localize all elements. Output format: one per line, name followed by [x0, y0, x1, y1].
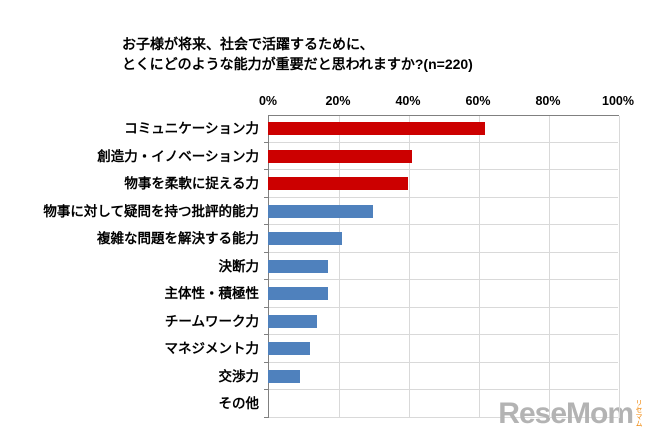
x-axis-tick-label: 20%: [325, 94, 351, 108]
bar-track: [264, 225, 618, 253]
bar-track: [264, 115, 618, 143]
bar: [268, 314, 317, 328]
bar: [268, 204, 373, 218]
bar: [268, 369, 300, 383]
bar: [268, 149, 412, 163]
category-label: 創造力・イノベーション力: [97, 148, 259, 164]
resemom-logo: ReseMom: [498, 397, 634, 430]
chart-row: 物事に対して疑問を持つ批評的能力: [0, 198, 618, 225]
category-label: その他: [218, 396, 260, 411]
bar-track: [264, 170, 618, 198]
bar-track: [264, 335, 618, 363]
category-label: 交渉力: [218, 368, 260, 384]
chart-row: 物事を柔軟に捉える力: [0, 170, 618, 198]
bar: [268, 177, 408, 190]
chart-row: 決断力: [0, 253, 618, 280]
category-label: 主体性・積極性: [164, 286, 260, 301]
bar: [268, 287, 328, 300]
bar: [268, 232, 342, 245]
x-axis-tick-label: 40%: [395, 94, 421, 108]
category-label: チームワーク力: [164, 313, 259, 329]
chart-title-line1: お子様が将来、社会で活躍するために、: [122, 36, 374, 52]
resemom-vertical-text: リセマム: [635, 399, 642, 427]
x-axis: 0% 20% 40% 60% 80% 100%: [259, 94, 634, 110]
chart-row: その他: [0, 390, 618, 418]
chart-row: チームワーク力: [0, 308, 618, 335]
category-label: マネジメント力: [164, 341, 260, 356]
plot-area: コミュニケーション力創造力・イノベーション力物事を柔軟に捉える力物事に対して疑問…: [0, 115, 618, 418]
chart-row: マネジメント力: [0, 335, 618, 363]
bar-track: [264, 308, 618, 335]
bar-track: [264, 390, 618, 418]
category-label: 決断力: [218, 258, 260, 274]
bar-track: [264, 253, 618, 280]
resemom-watermark: ReseMom リセマム: [498, 399, 642, 429]
x-axis-tick-label: 80%: [535, 94, 561, 108]
bar-track: [264, 363, 618, 390]
vertical-gridline: [619, 116, 620, 418]
chart-row: コミュニケーション力: [0, 115, 618, 143]
x-axis-tick-label: 0%: [258, 94, 278, 108]
bar-track: [264, 143, 618, 170]
category-label: 複雑な問題を解決する能力: [97, 231, 259, 246]
chart-row: 主体性・積極性: [0, 280, 618, 308]
chart-row: 交渉力: [0, 363, 618, 390]
bar: [268, 259, 328, 273]
category-label: 物事に対して疑問を持つ批評的能力: [43, 203, 259, 219]
chart-title: お子様が将来、社会で活躍するために、 とくにどのような能力が重要だと思われますか…: [122, 34, 473, 74]
category-label: コミュニケーション力: [124, 121, 259, 136]
chart-row: 創造力・イノベーション力: [0, 143, 618, 170]
x-axis-tick-label: 100%: [602, 94, 634, 108]
category-label: 物事を柔軟に捉える力: [124, 176, 259, 191]
bar: [268, 122, 485, 135]
x-axis-tick-label: 60%: [465, 94, 491, 108]
bar: [268, 342, 310, 355]
bar-track: [264, 280, 618, 308]
bar-track: [264, 198, 618, 225]
chart-row: 複雑な問題を解決する能力: [0, 225, 618, 253]
chart-title-line2: とくにどのような能力が重要だと思われますか?(n=220): [122, 56, 473, 72]
